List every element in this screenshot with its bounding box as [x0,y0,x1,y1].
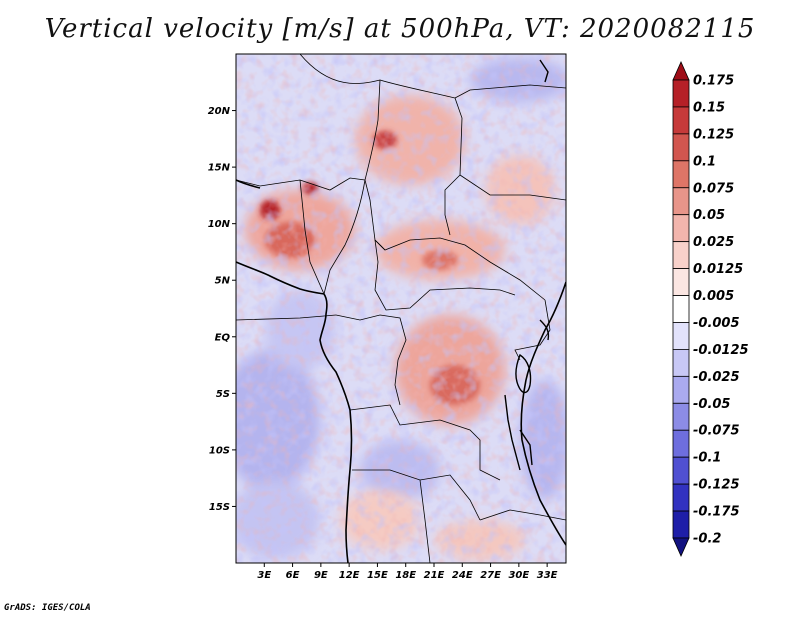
colorbar-label: -0.05 [693,397,730,412]
colorbar-label: -0.175 [693,505,740,520]
latitude-axis: 20N 15N 10N 5N EQ 5S 10S 15S [208,106,236,513]
colorbar-label: 0.05 [693,208,725,223]
colorbar-label: 0.1 [693,154,716,169]
colorbar-label: -0.2 [693,532,721,547]
colorbar-label: -0.0125 [693,343,749,358]
colorbar-label: 0.125 [693,127,734,142]
colorbar-swatch [672,402,690,431]
colorbar-swatch [672,483,690,512]
colorbar-swatch [672,375,690,404]
coastlines [236,179,566,563]
colorbar-label: 0.025 [693,235,734,250]
colorbar-swatch [672,322,690,350]
x-tick-label: 33E [537,570,558,581]
colorbar-swatch [672,241,690,269]
x-tick-label: 9E [314,570,328,581]
colorbar-swatch [672,187,690,216]
colorbar-label: 0.075 [693,181,734,196]
colorbar-swatch [672,268,690,296]
grads-credit: GrADS: IGES/COLA [4,603,91,613]
y-tick-label: 10S [209,445,230,456]
colorbar-swatch [672,349,690,377]
lakes [504,59,550,471]
colorbar-label: 0.175 [693,74,734,89]
colorbar-label: -0.025 [693,370,740,385]
y-tick-label: 10N [208,219,231,230]
colorbar-label: -0.1 [693,451,721,466]
country-borders [236,54,566,563]
y-tick-label: 5N [215,276,231,287]
colorbar-label: -0.125 [693,478,740,493]
colorbar-label: 0.15 [693,100,725,115]
longitude-axis: 3E 6E 9E 12E 15E 18E 21E 24E 27E 30E 33E [257,563,558,581]
colorbar-swatch [672,510,690,539]
plot-frame [235,53,567,564]
colorbar-label: -0.075 [693,424,740,439]
colorbar-swatch [672,160,690,189]
colorbar-swatch [672,295,690,323]
y-tick-label: 15S [209,502,230,513]
colorbar-labels: 0.175 0.15 0.125 0.1 0.075 0.05 0.025 0.0125 0.0… [693,74,749,547]
colorbar-swatch [672,133,690,162]
colorbar-boxes [672,61,690,557]
x-tick-label: 18E [395,570,416,581]
x-tick-label: 15E [367,570,388,581]
x-tick-label: 12E [339,570,360,581]
y-tick-label: 20N [208,106,231,117]
x-tick-label: 3E [257,570,271,581]
x-tick-label: 30E [508,570,529,581]
map-title: Vertical velocity [m/s] at 500hPa, VT: 2… [44,14,756,44]
y-tick-label: 5S [216,389,230,400]
y-tick-label: 15N [208,163,231,174]
colorbar-swatch [672,106,690,135]
colorbar-swatch [672,61,690,81]
x-tick-label: 24E [452,570,473,581]
colorbar-swatch [672,456,690,485]
x-tick-label: 6E [286,570,300,581]
colorbar-swatch [672,537,690,557]
colorbar-label: -0.005 [693,316,740,331]
colorbar-swatch [672,79,690,108]
x-tick-label: 27E [480,570,501,581]
x-tick-label: 21E [424,570,445,581]
colorbar-swatch [672,429,690,458]
plot-area [236,54,566,563]
colorbar-swatch [672,214,690,243]
colorbar-label: 0.005 [693,289,734,304]
colorbar-label: 0.0125 [693,262,743,277]
y-tick-label: EQ [215,332,231,343]
